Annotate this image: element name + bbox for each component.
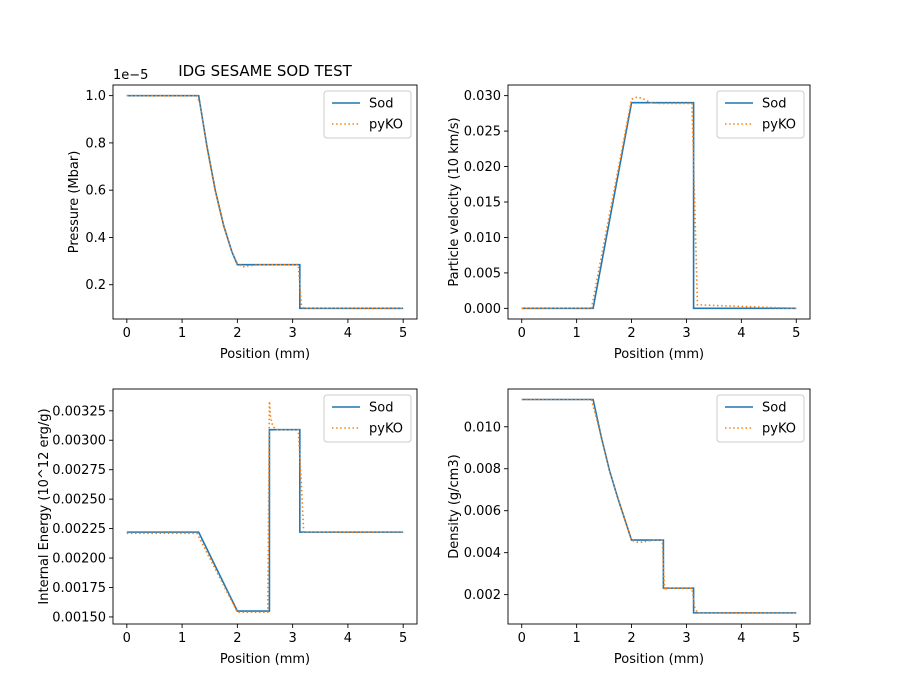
y-axis-label: Internal Energy (10^12 erg/g) <box>37 408 52 604</box>
y-tick-label: 0.00225 <box>52 522 106 537</box>
y-tick-label: 0.4 <box>85 231 106 246</box>
y-tick-label: 0.000 <box>464 302 501 317</box>
x-axis-label: Position (mm) <box>614 652 704 667</box>
series-line-sod <box>126 94 404 310</box>
series-line-sod <box>521 398 797 614</box>
axes-frame <box>112 84 418 320</box>
series-line-pyko <box>521 96 797 310</box>
legend-label-sod: Sod <box>762 97 786 112</box>
subplot-2: 0 1 2 3 4 5 0.000 0.005 0.010 0.015 0.020 0.025 0.03… <box>447 84 811 362</box>
series-line-sod <box>521 101 797 310</box>
y-tick-label: 0.00200 <box>52 552 106 567</box>
x-tick-label: 1 <box>572 326 580 341</box>
legend: Sod pyKO <box>323 394 412 443</box>
x-tick-label: 1 <box>572 631 580 646</box>
x-axis-label: Position (mm) <box>614 347 704 362</box>
y-tick-label: 0.00175 <box>52 581 106 596</box>
x-tick-label: 3 <box>288 326 296 341</box>
x-tick-label: 1 <box>178 326 186 341</box>
y-tick-label: 0.00250 <box>52 493 106 508</box>
y-tick-label: 0.025 <box>464 125 501 140</box>
subplot-1: 0 1 2 3 4 5 0.2 0.4 0.6 0.8 1.0 Position (mm) Pressu… <box>67 62 418 362</box>
subplot-4: 0 1 2 3 4 5 0.002 0.004 0.006 0.008 0.010 Position … <box>447 388 811 667</box>
x-tick-label: 3 <box>682 326 690 341</box>
y-tick-label: 0.005 <box>464 266 501 281</box>
series-line-sod <box>126 428 404 612</box>
y-tick-label: 0.002 <box>464 588 501 603</box>
x-tick-label: 4 <box>737 326 745 341</box>
axes-frame <box>112 388 418 625</box>
x-tick-label: 5 <box>792 326 800 341</box>
x-tick-label: 4 <box>344 631 352 646</box>
y-offset-label: 1e−5 <box>113 68 148 83</box>
y-tick-label: 0.008 <box>464 462 501 477</box>
y-tick-label: 0.2 <box>85 278 106 293</box>
axes-frame <box>507 388 811 625</box>
subplots: 0 1 2 3 4 5 0.2 0.4 0.6 0.8 1.0 Position (mm) Pressu… <box>37 62 811 667</box>
x-tick-label: 2 <box>233 631 241 646</box>
y-tick-label: 0.015 <box>464 196 501 211</box>
x-tick-label: 0 <box>518 326 526 341</box>
legend-label-sod: Sod <box>369 401 393 416</box>
y-axis-label: Density (g/cm3) <box>447 454 462 558</box>
x-tick-label: 4 <box>344 326 352 341</box>
legend-label-pyko: pyKO <box>369 118 403 133</box>
series-line-pyko <box>126 401 404 614</box>
y-tick-label: 0.010 <box>464 231 501 246</box>
legend: Sod pyKO <box>716 394 805 443</box>
x-axis-label: Position (mm) <box>220 652 310 667</box>
y-tick-label: 0.00325 <box>52 404 106 419</box>
y-tick-label: 0.00150 <box>52 610 106 625</box>
legend: Sod pyKO <box>323 90 412 139</box>
y-tick-label: 0.00275 <box>52 463 106 478</box>
x-tick-label: 1 <box>178 631 186 646</box>
x-tick-label: 2 <box>233 326 241 341</box>
legend-label-pyko: pyKO <box>762 118 796 133</box>
x-tick-label: 5 <box>399 631 407 646</box>
y-tick-label: 0.004 <box>464 546 501 561</box>
chart-title: IDG SESAME SOD TEST <box>178 62 352 80</box>
legend-label-sod: Sod <box>369 97 393 112</box>
x-tick-label: 2 <box>627 631 635 646</box>
x-tick-label: 5 <box>792 631 800 646</box>
x-tick-label: 4 <box>737 631 745 646</box>
y-axis-label: Particle velocity (10 km/s) <box>447 117 462 286</box>
y-tick-label: 1.0 <box>85 89 106 104</box>
x-tick-label: 3 <box>288 631 296 646</box>
y-tick-label: 0.8 <box>85 136 106 151</box>
legend-label-pyko: pyKO <box>369 422 403 437</box>
legend-label-sod: Sod <box>762 401 786 416</box>
x-tick-label: 0 <box>518 631 526 646</box>
series-line-pyko <box>521 398 797 614</box>
series-line-pyko <box>126 94 404 310</box>
y-tick-label: 0.6 <box>85 184 106 199</box>
x-axis-label: Position (mm) <box>220 347 310 362</box>
y-tick-label: 0.020 <box>464 160 501 175</box>
subplot-3: 0 1 2 3 4 5 0.00150 0.00175 0.00200 0.00225 0.0025… <box>37 388 418 667</box>
x-tick-label: 3 <box>682 631 690 646</box>
x-tick-label: 0 <box>123 631 131 646</box>
x-tick-label: 0 <box>123 326 131 341</box>
y-tick-label: 0.010 <box>464 420 501 435</box>
y-tick-label: 0.00300 <box>52 434 106 449</box>
x-tick-label: 5 <box>399 326 407 341</box>
legend: Sod pyKO <box>716 90 805 139</box>
y-axis-label: Pressure (Mbar) <box>67 151 82 254</box>
legend-label-pyko: pyKO <box>762 422 796 437</box>
y-tick-label: 0.006 <box>464 504 501 519</box>
x-tick-label: 2 <box>627 326 635 341</box>
y-tick-label: 0.030 <box>464 89 501 104</box>
